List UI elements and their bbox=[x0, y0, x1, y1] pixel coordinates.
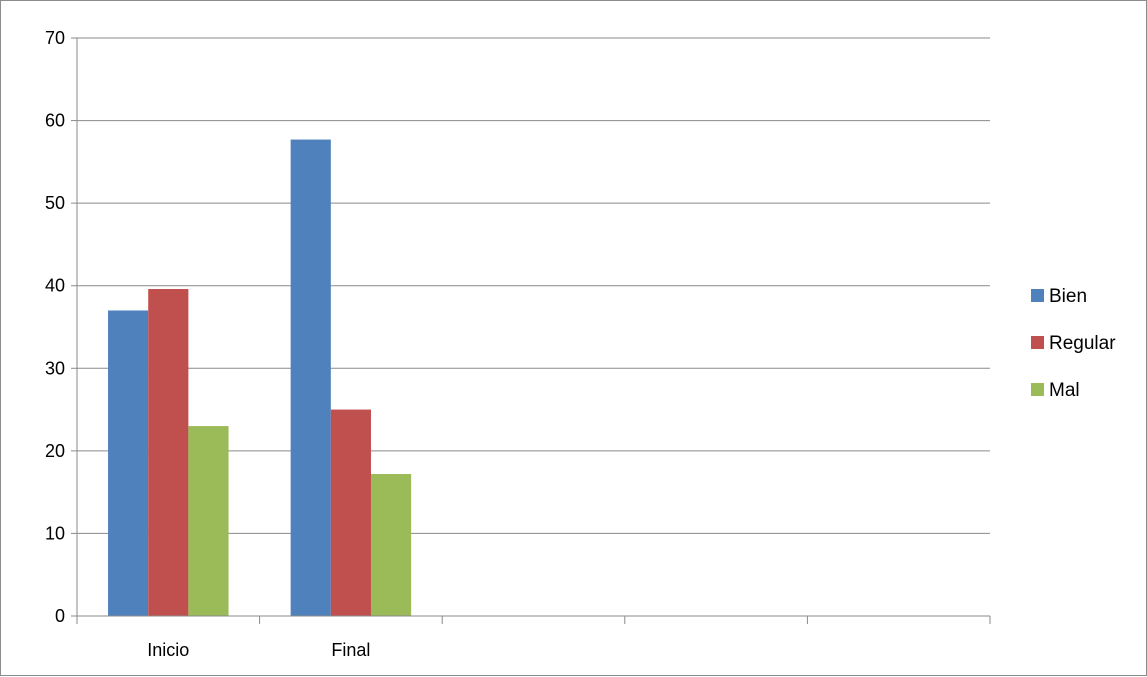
legend-label-mal: Mal bbox=[1049, 380, 1080, 401]
legend-swatch-bien bbox=[1031, 289, 1044, 302]
y-tick-label: 30 bbox=[45, 358, 65, 378]
axes bbox=[71, 37, 991, 624]
legend-swatch-mal bbox=[1031, 383, 1044, 396]
y-tick-labels: 0 10 20 30 40 50 60 70 bbox=[45, 28, 65, 626]
legend: Bien Regular Mal bbox=[1031, 286, 1116, 401]
gridlines bbox=[77, 37, 990, 534]
y-tick-label: 0 bbox=[55, 606, 65, 626]
y-tick-label: 20 bbox=[45, 441, 65, 461]
y-tick-label: 50 bbox=[45, 193, 65, 213]
x-tick-label: Inicio bbox=[147, 640, 189, 660]
bar-regular-final bbox=[330, 409, 371, 616]
bar-mal-inicio bbox=[188, 426, 229, 616]
bar-bien-inicio bbox=[108, 310, 149, 616]
y-tick-label: 60 bbox=[45, 111, 65, 131]
y-tick-label: 70 bbox=[45, 28, 65, 48]
legend-label-bien: Bien bbox=[1049, 286, 1087, 307]
y-tick-label: 40 bbox=[45, 276, 65, 296]
x-tick-labels: Inicio Final bbox=[147, 640, 370, 660]
x-tick-label: Final bbox=[331, 640, 370, 660]
legend-swatch-regular bbox=[1031, 336, 1044, 349]
bars bbox=[108, 139, 412, 616]
y-tick-label: 10 bbox=[45, 523, 65, 543]
bar-regular-inicio bbox=[148, 289, 189, 616]
bar-bien-final bbox=[290, 139, 331, 616]
bar-mal-final bbox=[370, 473, 412, 616]
legend-label-regular: Regular bbox=[1049, 333, 1116, 354]
